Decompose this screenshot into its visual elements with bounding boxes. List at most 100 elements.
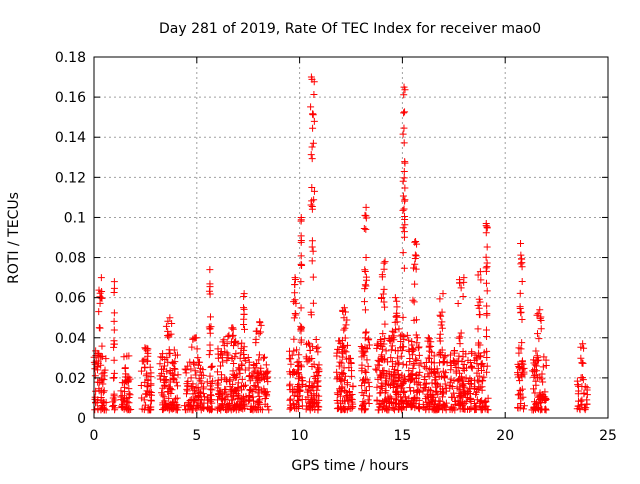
roti-point (359, 377, 367, 385)
roti-point (399, 192, 407, 200)
roti-point (297, 217, 305, 225)
roti-point (171, 351, 179, 359)
roti-point (125, 352, 133, 360)
roti-point (399, 343, 407, 351)
roti-point (291, 280, 299, 288)
roti-point (454, 397, 462, 405)
roti-point (446, 351, 454, 359)
roti-point (110, 356, 118, 364)
roti-point (184, 398, 192, 406)
roti-point (238, 360, 246, 368)
roti-point (518, 385, 526, 393)
roti-point (530, 371, 538, 379)
roti-point (483, 243, 491, 251)
roti-point (407, 401, 415, 409)
roti-point (533, 311, 541, 319)
roti-point (147, 381, 155, 389)
roti-point (517, 400, 525, 408)
roti-point (390, 406, 398, 414)
roti-point (253, 327, 261, 335)
roti-point (285, 382, 293, 390)
roti-point (206, 341, 214, 349)
roti-point (309, 139, 317, 147)
roti-point (456, 333, 464, 341)
roti-point (518, 360, 526, 368)
roti-point (403, 361, 411, 369)
roti-point (482, 253, 490, 261)
roti-point (164, 317, 172, 325)
roti-point (342, 321, 350, 329)
roti-point (414, 386, 422, 394)
roti-point (95, 385, 103, 393)
roti-point (473, 388, 481, 396)
roti-point (173, 394, 181, 402)
roti-point (100, 369, 108, 377)
roti-point (297, 363, 305, 371)
roti-point (516, 377, 524, 385)
roti-point (450, 349, 458, 357)
roti-point (412, 374, 420, 382)
roti-point (390, 399, 398, 407)
roti-point (265, 406, 273, 414)
roti-point (224, 333, 232, 341)
roti-point (246, 386, 254, 394)
y-tick-label: 0.08 (55, 251, 86, 267)
roti-point (459, 348, 467, 356)
roti-point (188, 383, 196, 391)
x-tick-label: 10 (291, 428, 309, 444)
roti-point (102, 406, 110, 414)
roti-point (304, 386, 312, 394)
roti-point (142, 401, 150, 409)
roti-point (146, 406, 154, 414)
roti-point (291, 296, 299, 304)
roti-point (246, 377, 254, 385)
roti-point (294, 404, 302, 412)
roti-point (480, 373, 488, 381)
roti-point (200, 393, 208, 401)
roti-point (361, 285, 369, 293)
roti-point (97, 274, 105, 282)
roti-point (91, 406, 99, 414)
roti-point (432, 388, 440, 396)
roti-point (214, 354, 222, 362)
roti-point (258, 387, 266, 395)
roti-point (374, 375, 382, 383)
roti-point (168, 319, 176, 327)
roti-point (343, 355, 351, 363)
roti-point (254, 369, 262, 377)
roti-point (372, 365, 380, 373)
roti-point (392, 360, 400, 368)
roti-point (307, 201, 315, 209)
roti-point (448, 393, 456, 401)
roti-point (432, 373, 440, 381)
roti-point (380, 402, 388, 410)
roti-point (399, 380, 407, 388)
roti-point (214, 384, 222, 392)
roti-point (344, 341, 352, 349)
roti-point (390, 328, 398, 336)
roti-point (197, 406, 205, 414)
roti-point (207, 397, 215, 405)
roti-point (169, 360, 177, 368)
roti-point (95, 308, 103, 316)
roti-point (399, 249, 407, 257)
roti-point (252, 335, 260, 343)
x-tick-label: 0 (90, 428, 99, 444)
roti-point (450, 376, 458, 384)
roti-point (400, 167, 408, 175)
roti-point (467, 398, 475, 406)
roti-point (577, 397, 585, 405)
roti-point (362, 212, 370, 220)
roti-point (420, 375, 428, 383)
roti-point (468, 349, 476, 357)
roti-point (98, 353, 106, 361)
roti-point (339, 343, 347, 351)
roti-point (248, 373, 256, 381)
roti-point (343, 406, 351, 414)
roti-point (536, 306, 544, 314)
roti-point (399, 130, 407, 138)
roti-point (455, 401, 463, 409)
roti-point (361, 266, 369, 274)
roti-point (532, 381, 540, 389)
